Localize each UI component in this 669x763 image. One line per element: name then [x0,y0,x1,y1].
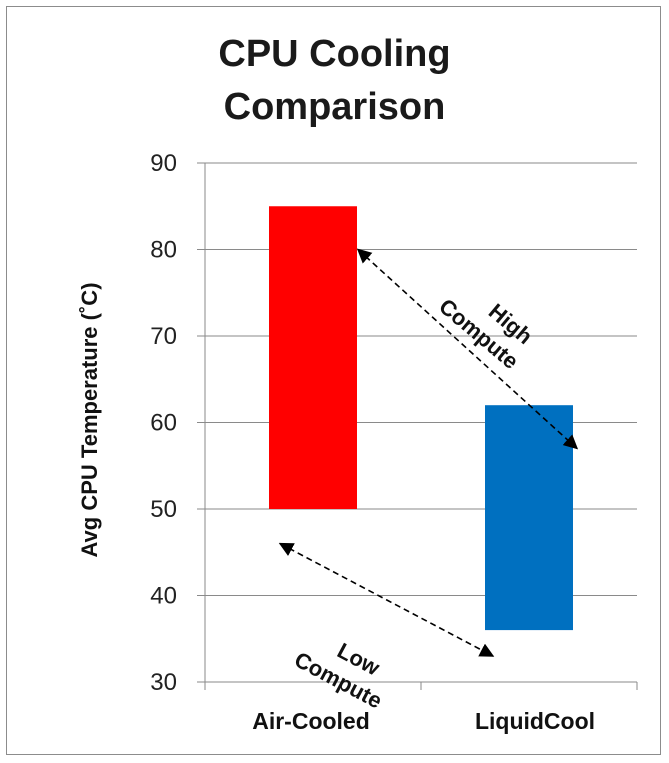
y-tick-label: 30 [150,669,177,696]
y-axis-label: Avg CPU Temperature (˚C) [77,282,102,557]
y-tick-label: 60 [150,410,177,437]
x-category-label: LiquidCool [475,708,595,734]
y-tick-label: 50 [150,496,177,523]
annotation-arrow [278,542,495,657]
y-tick-label: 40 [150,583,177,610]
y-tick-label: 90 [150,150,177,177]
bar-liquidcool [485,405,573,631]
y-tick-label: 70 [150,323,177,350]
y-tick-label: 80 [150,237,177,264]
bar-air-cooled [269,206,357,509]
chart-title-line2: Comparison [223,86,446,128]
x-category-label: Air-Cooled [252,708,370,734]
chart-title-line1: CPU Cooling [218,33,451,75]
annotation-arrow [356,248,579,450]
